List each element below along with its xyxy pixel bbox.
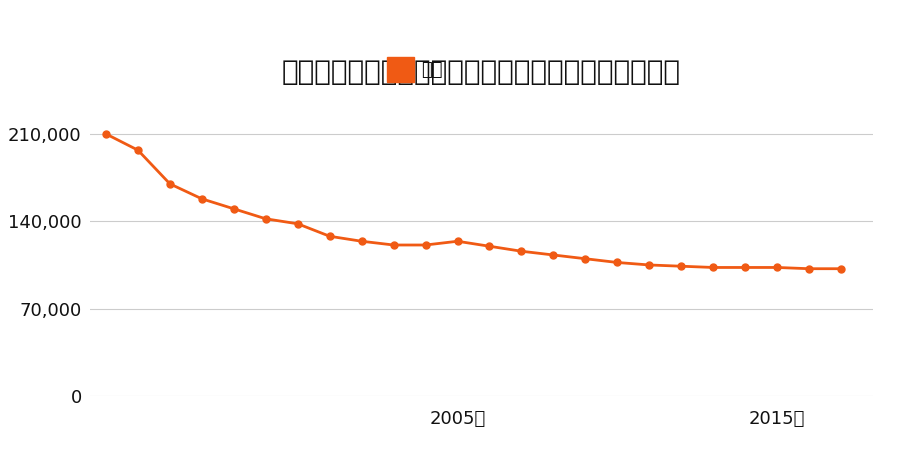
- Text: 価格: 価格: [421, 61, 443, 79]
- Title: 千葉県船橋市二和東６丁目１０３番１４１の地価推移: 千葉県船橋市二和東６丁目１０３番１４１の地価推移: [282, 58, 681, 86]
